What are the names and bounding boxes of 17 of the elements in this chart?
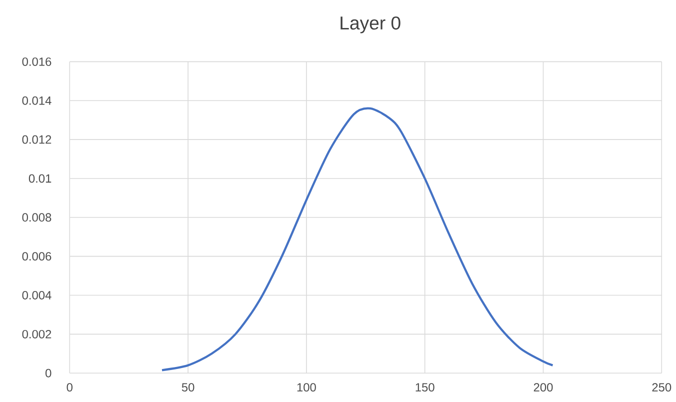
x-tick-label: 250 [652,383,672,392]
chart-title: Layer 0 [340,16,400,34]
y-tick-label: 0.016 [22,57,52,66]
x-tick-label: 50 [182,383,194,392]
y-tick-label: 0.01 [28,174,52,183]
y-tick-label: 0.006 [22,252,52,261]
line-series [160,107,554,372]
x-tick-label: 200 [534,383,553,392]
y-tick-label: 0.012 [22,135,52,144]
y-tick-label: 0.014 [22,96,52,105]
x-tick-label: 150 [416,383,434,392]
y-tick-label: 0.004 [22,291,52,300]
x-tick-label: 0 [66,383,73,392]
x-tick-label: 100 [297,383,316,392]
y-tick-label: 0.002 [22,330,52,338]
y-tick-label: 0.008 [22,213,52,222]
y-tick-label: 0 [46,368,52,378]
